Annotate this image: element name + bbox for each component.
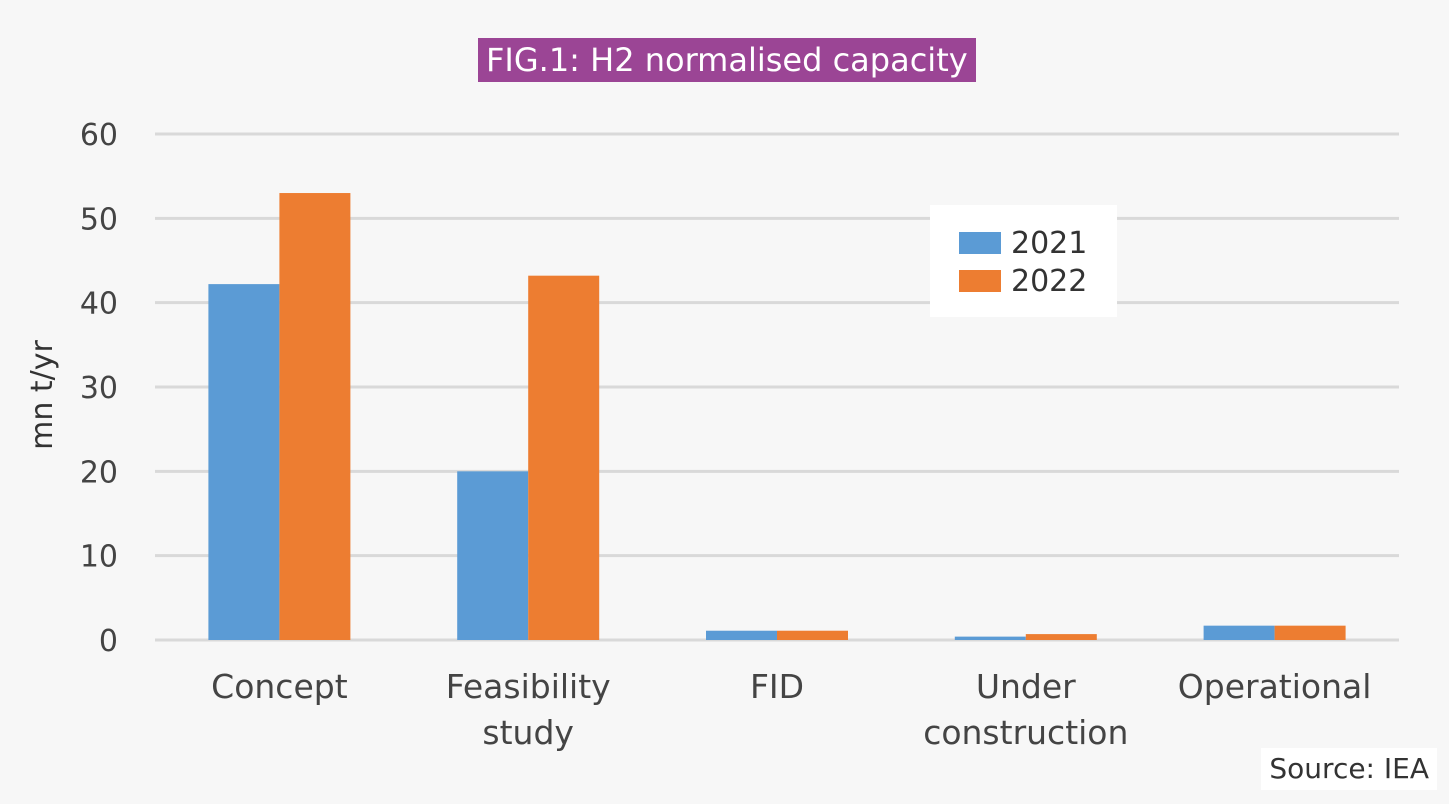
bars xyxy=(208,193,1346,641)
y-axis-ticks: 0 10 20 30 40 50 60 xyxy=(80,118,118,659)
source-note: Source: IEA xyxy=(1261,748,1437,790)
x-tick-label: Under construction xyxy=(923,667,1128,752)
y-tick-label: 0 xyxy=(99,624,118,659)
legend-label-2021: 2021 xyxy=(1011,225,1088,261)
bar-2022-0 xyxy=(279,193,351,641)
x-tick-label: Operational xyxy=(1178,667,1372,706)
y-tick-label: 10 xyxy=(80,540,118,575)
legend-item-2021: 2021 xyxy=(959,225,1087,261)
y-tick-label: 30 xyxy=(80,371,118,406)
y-tick-label: 40 xyxy=(80,287,118,322)
bar-2022-2 xyxy=(777,630,848,640)
gridlines xyxy=(155,132,1399,642)
x-tick-label: Feasibility study xyxy=(446,667,611,752)
bar-2022-4 xyxy=(1274,625,1346,640)
x-axis-ticks: Concept Feasibility study FID Under construct… xyxy=(211,667,1371,752)
y-tick-label: 60 xyxy=(80,118,118,153)
y-tick-label: 20 xyxy=(80,455,118,490)
chart-title: FIG.1: H2 normalised capacity xyxy=(478,38,976,82)
bar-2022-1 xyxy=(528,275,600,640)
y-tick-label: 50 xyxy=(80,202,118,237)
bar-2021-2 xyxy=(706,630,777,640)
bar-2021-1 xyxy=(457,471,529,640)
x-tick-label: FID xyxy=(750,667,804,706)
legend-label-2022: 2022 xyxy=(1011,263,1088,299)
legend: 2021 2022 xyxy=(930,205,1117,317)
bar-2022-3 xyxy=(1025,634,1097,640)
bar-2021-3 xyxy=(954,636,1026,640)
bar-2021-4 xyxy=(1203,625,1275,640)
x-tick-label: Concept xyxy=(211,667,348,706)
legend-item-2022: 2022 xyxy=(959,263,1087,299)
bar-2021-0 xyxy=(208,284,280,640)
legend-swatch-2022 xyxy=(959,270,1001,292)
legend-swatch-2021 xyxy=(959,232,1001,254)
y-axis-label: mn t/yr xyxy=(25,339,60,449)
